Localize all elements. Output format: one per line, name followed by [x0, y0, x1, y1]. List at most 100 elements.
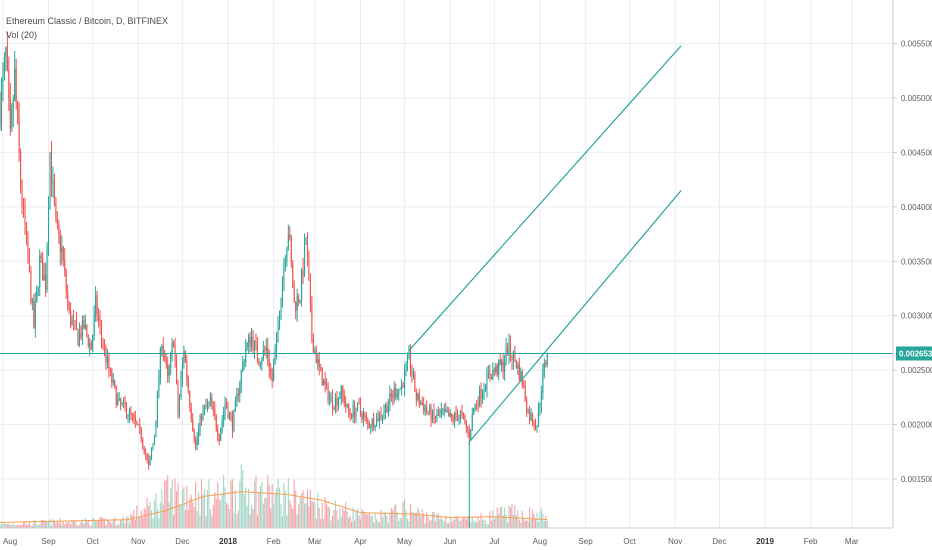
volume-bar	[326, 503, 328, 528]
volume-bar	[518, 519, 520, 528]
candle-body	[252, 336, 254, 350]
volume-bar	[479, 520, 481, 528]
candle-body	[246, 342, 248, 350]
volume-bar	[205, 515, 207, 528]
volume-bar	[423, 513, 425, 528]
candle-body	[351, 414, 353, 418]
candle-body	[203, 406, 206, 409]
volume-bar	[486, 523, 488, 528]
volume-bar	[439, 518, 441, 528]
candle-body	[59, 233, 61, 253]
candle-body	[434, 417, 437, 420]
candle-body	[337, 398, 339, 406]
volume-bar	[236, 514, 238, 528]
candle-body	[206, 403, 208, 408]
volume-bar	[345, 502, 347, 528]
candle-body	[489, 371, 491, 378]
volume-bar	[192, 502, 194, 528]
candle-body	[158, 378, 160, 391]
candle-body	[296, 295, 298, 311]
candle-body	[299, 300, 301, 302]
volume-bar	[234, 489, 236, 528]
candle-body	[133, 415, 135, 418]
volume-bar	[27, 524, 29, 528]
volume-bar	[258, 491, 260, 528]
volume-bar	[109, 521, 111, 528]
candle-body	[339, 397, 341, 399]
volume-bar	[379, 522, 381, 528]
volume-bar	[543, 521, 545, 528]
candle-body	[349, 413, 351, 415]
volume-bar	[396, 511, 398, 528]
volume-bar	[308, 506, 310, 528]
candle-body	[283, 263, 285, 281]
volume-bar	[339, 508, 341, 528]
candle-body	[287, 234, 289, 249]
candle-body	[280, 302, 282, 320]
candle-body	[501, 361, 503, 365]
candle-body	[511, 355, 513, 361]
volume-bar	[87, 520, 89, 528]
candle-body	[177, 382, 179, 415]
candle-body	[12, 100, 14, 110]
candle-body	[458, 416, 460, 421]
candle-body	[484, 389, 487, 391]
y-tick-label: 0.0055000	[901, 40, 932, 49]
volume-bar	[252, 508, 254, 528]
volume-bar	[328, 507, 331, 528]
volume-bar	[140, 510, 142, 528]
volume-bar	[103, 518, 106, 528]
candle-body	[11, 109, 13, 130]
volume-bar	[352, 507, 354, 528]
volume-bar	[539, 511, 541, 528]
candle-body	[515, 359, 517, 369]
volume-bar	[455, 515, 457, 528]
volume-bar	[476, 522, 478, 528]
volume-bar	[496, 507, 498, 528]
volume-bar	[195, 481, 197, 528]
volume-bar	[2, 523, 4, 528]
candle-body	[17, 101, 19, 119]
candle-body	[109, 369, 111, 371]
candle-body	[342, 385, 344, 395]
volume-bar	[0, 525, 1, 528]
candle-body	[343, 394, 345, 405]
candle-body	[262, 349, 264, 360]
volume-bar	[259, 485, 261, 528]
candle-body	[184, 351, 186, 361]
volume-bar	[73, 520, 75, 528]
candle-body	[362, 414, 364, 420]
volume-bar	[534, 518, 537, 528]
candle-body	[290, 238, 292, 263]
y-tick-label: 0.0025000	[901, 366, 932, 375]
candle-body	[393, 388, 395, 398]
volume-bar	[133, 510, 135, 528]
candle-body	[277, 325, 279, 333]
candle-body	[83, 320, 85, 329]
volume-bar	[209, 509, 211, 528]
volume-bar	[364, 513, 366, 528]
candle-body	[414, 373, 416, 392]
volume-bar	[165, 479, 167, 528]
candle-body	[356, 402, 359, 411]
volume-bar	[100, 517, 103, 528]
volume-bar	[31, 525, 33, 528]
volume-bar	[187, 509, 189, 528]
candle-body	[168, 367, 170, 377]
volume-bar	[230, 480, 232, 528]
candle-body	[507, 347, 509, 356]
volume-bar	[401, 517, 403, 528]
candle-body	[68, 301, 70, 311]
volume-bar	[183, 486, 185, 528]
volume-bar	[399, 518, 401, 528]
candle-body	[181, 362, 183, 378]
volume-bar	[276, 488, 278, 528]
volume-bar	[448, 523, 450, 528]
candle-body	[112, 380, 114, 383]
volume-bar	[284, 491, 286, 528]
candle-body	[98, 315, 100, 320]
volume-bar	[181, 490, 183, 528]
candle-body	[396, 394, 398, 397]
